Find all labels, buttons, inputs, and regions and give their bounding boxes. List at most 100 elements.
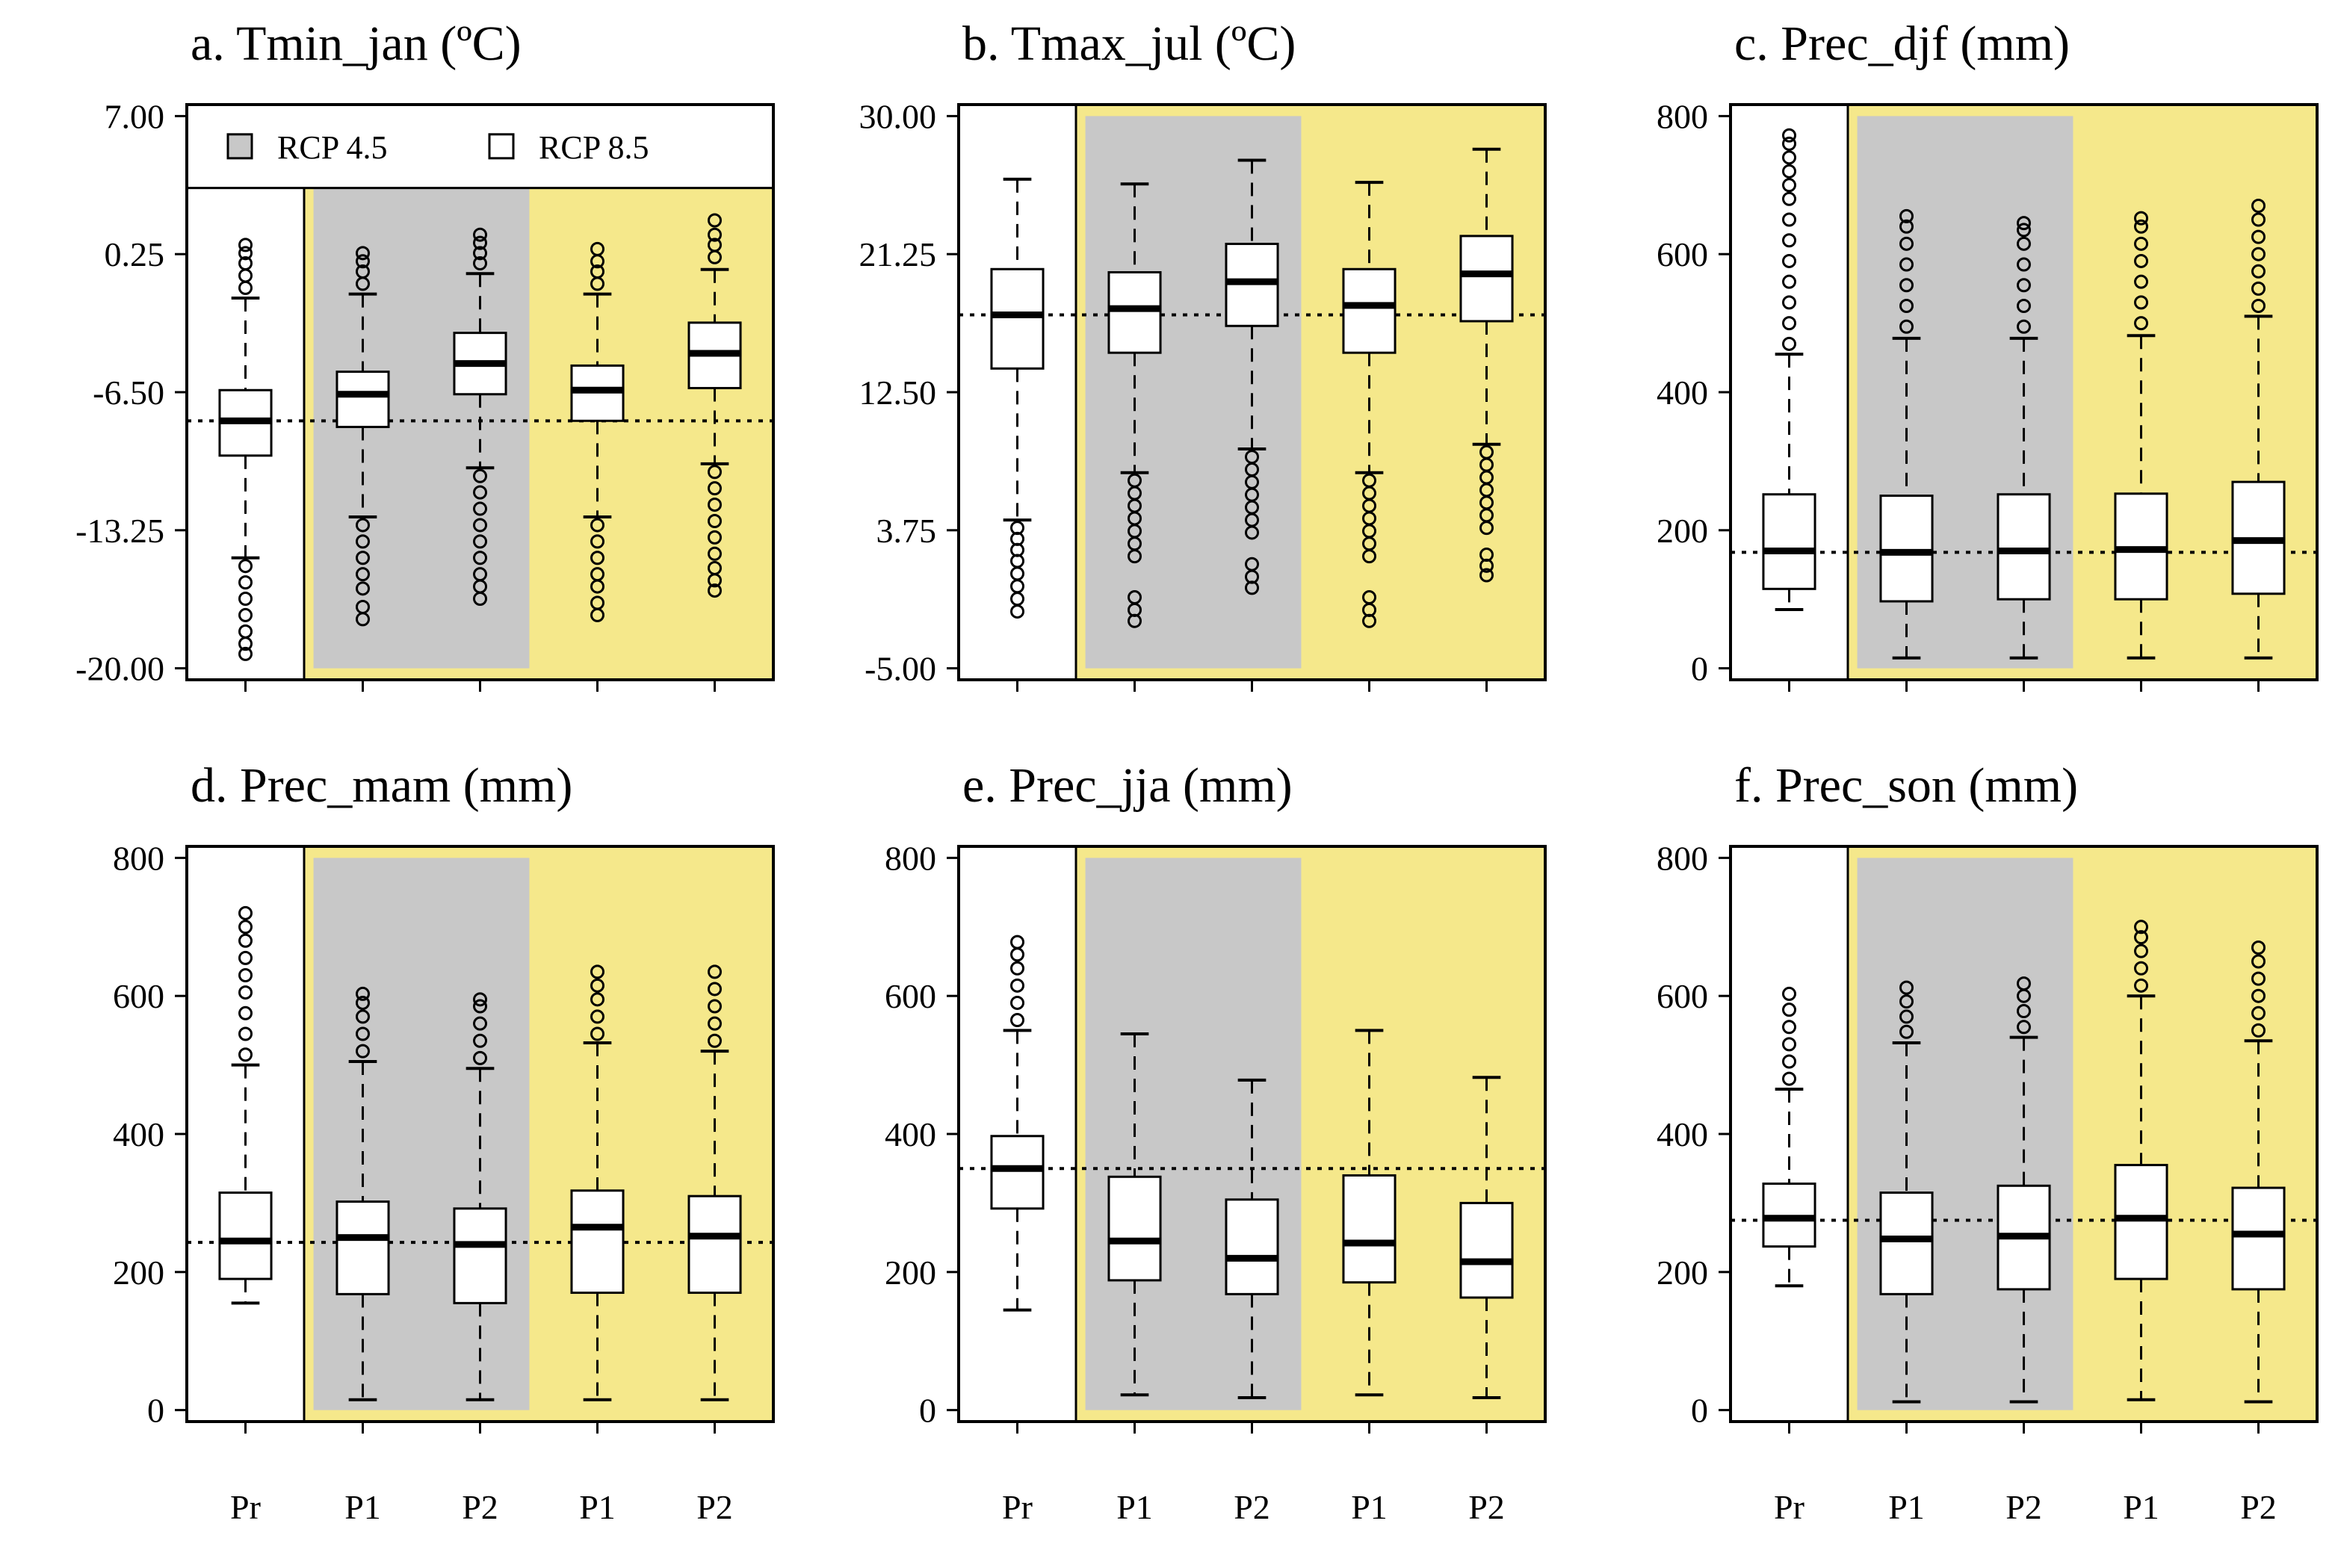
box-3 xyxy=(1225,158,1279,595)
outlier-point xyxy=(590,518,604,533)
outlier-point xyxy=(238,636,253,651)
outlier-point xyxy=(1899,236,1914,251)
y-tick-label: 7.00 xyxy=(105,97,165,135)
legend-box xyxy=(185,103,775,190)
iqr-box xyxy=(218,1192,273,1280)
outlier-point xyxy=(1782,274,1796,289)
outlier-point xyxy=(2017,223,2031,238)
legend-swatch-2 xyxy=(488,133,515,160)
outlier-point xyxy=(238,1026,253,1041)
y-tick-label: 21.25 xyxy=(859,235,937,273)
outlier-point xyxy=(590,978,604,993)
outlier-point xyxy=(238,246,253,261)
y-tick-label: 200 xyxy=(885,1254,936,1292)
outlier-point xyxy=(356,246,370,261)
outlier-point xyxy=(1899,1009,1914,1024)
rcp45-region xyxy=(1085,858,1302,1410)
x-tick-label: P2 xyxy=(2005,1488,2042,1526)
box-1 xyxy=(1762,128,1816,612)
y-tick-label: 800 xyxy=(1657,97,1708,135)
outlier-point xyxy=(1899,994,1914,1009)
box-1 xyxy=(990,935,1045,1312)
outlier-point xyxy=(1479,568,1494,583)
outlier-point xyxy=(2251,1023,2266,1038)
outlier-point xyxy=(356,551,370,565)
outlier-point xyxy=(708,513,722,528)
outlier-point xyxy=(356,1026,370,1041)
legend-swatch-1 xyxy=(226,133,253,160)
box-4 xyxy=(1342,1029,1397,1397)
outlier-point xyxy=(2134,295,2148,310)
outlier-point xyxy=(1479,521,1494,536)
panel-3: 800 600 400 200 0 c. Prec_djf (mm) xyxy=(1657,16,2319,692)
outlier-point xyxy=(590,1009,604,1024)
outlier-point xyxy=(2017,976,2031,991)
y-axis: 30.00 21.25 12.50 3.75 -5.00 xyxy=(859,97,959,688)
iqr-box xyxy=(335,1200,390,1295)
box-1 xyxy=(218,905,273,1305)
panel-title: c. Prec_djf (mm) xyxy=(1734,16,2070,71)
iqr-box xyxy=(1225,1198,1279,1295)
outlier-point xyxy=(356,1009,370,1024)
box-2 xyxy=(1107,1032,1162,1397)
y-tick-label: 0 xyxy=(919,1392,936,1430)
y-tick-label: 400 xyxy=(885,1115,936,1153)
iqr-box xyxy=(2114,1164,2168,1280)
y-tick-label: 800 xyxy=(113,839,164,877)
outlier-point xyxy=(1782,253,1796,268)
box-5 xyxy=(687,213,742,598)
outlier-point xyxy=(473,256,487,271)
outlier-point xyxy=(1782,136,1796,151)
outlier-point xyxy=(356,567,370,582)
outlier-point xyxy=(238,646,253,661)
outlier-point xyxy=(1010,961,1024,976)
outlier-point xyxy=(356,995,370,1010)
x-tick-label: P2 xyxy=(696,1488,733,1526)
outlier-point xyxy=(1782,1054,1796,1069)
box-5 xyxy=(1459,147,1514,583)
panel-5: 800 600 400 200 0 Pr P1 P2 P1 P2 e. Prec_jja (mm) xyxy=(885,758,1547,1526)
outlier-point xyxy=(238,920,253,935)
outlier-point xyxy=(1899,980,1914,995)
outlier-point xyxy=(1782,1071,1796,1086)
y-tick-label: 200 xyxy=(1657,512,1708,550)
panel-title: f. Prec_son (mm) xyxy=(1734,758,2078,813)
outlier-point xyxy=(590,607,604,622)
outlier-point xyxy=(473,592,487,607)
present-region xyxy=(959,846,1076,1422)
outlier-point xyxy=(473,518,487,533)
box-2 xyxy=(1107,182,1162,628)
outlier-point xyxy=(473,501,487,516)
outlier-point xyxy=(590,992,604,1007)
outlier-point xyxy=(238,905,253,920)
y-tick-label: 400 xyxy=(113,1115,164,1153)
y-tick-label: 30.00 xyxy=(859,97,937,135)
y-axis: 7.00 0.25 -6.50 -13.25 -20.00 xyxy=(75,97,187,688)
panel-title: a. Tmin_jan (ºC) xyxy=(191,16,522,71)
outlier-point xyxy=(1899,319,1914,334)
y-tick-label: -5.00 xyxy=(865,650,936,688)
outlier-point xyxy=(1782,150,1796,165)
outlier-point xyxy=(356,264,370,279)
box-4 xyxy=(1342,181,1397,628)
outlier-point xyxy=(1362,613,1376,628)
outlier-point xyxy=(356,612,370,627)
outlier-point xyxy=(238,256,253,271)
y-tick-label: 600 xyxy=(113,977,164,1015)
box-1 xyxy=(990,177,1045,619)
x-tick-label: P1 xyxy=(1351,1488,1388,1526)
outlier-point xyxy=(356,581,370,596)
outlier-point xyxy=(1010,604,1024,619)
outlier-point xyxy=(1010,935,1024,949)
x-tick-label: P1 xyxy=(1888,1488,1925,1526)
box-3 xyxy=(453,992,507,1401)
outlier-point xyxy=(473,992,487,1007)
y-tick-label: 800 xyxy=(885,839,936,877)
panel-title: b. Tmax_jul (ºC) xyxy=(962,16,1296,71)
outlier-point xyxy=(708,238,722,252)
box-2 xyxy=(1879,208,1934,660)
outlier-point xyxy=(590,551,604,565)
iqr-box xyxy=(1997,493,2051,601)
iqr-box xyxy=(990,267,1045,370)
x-tick-label: P1 xyxy=(1116,1488,1153,1526)
